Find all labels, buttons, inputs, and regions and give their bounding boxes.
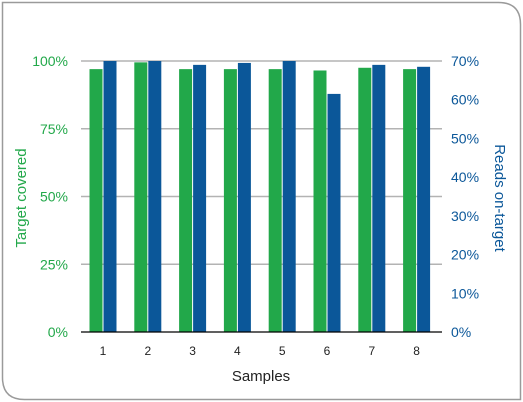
- x-tick-label: 4: [234, 344, 241, 358]
- bar-target-covered-8: [403, 69, 417, 332]
- x-tick-label: 8: [413, 344, 420, 358]
- bar-target-covered-2: [134, 62, 148, 332]
- x-tick-label: 1: [100, 344, 107, 358]
- bar-reads-on-target-8: [417, 66, 431, 333]
- bar-target-covered-1: [89, 69, 103, 332]
- bar-reads-on-target-5: [282, 61, 296, 332]
- bar-reads-on-target-7: [372, 64, 386, 332]
- x-tick-label: 5: [279, 344, 286, 358]
- y-right-tick-label: 20%: [451, 247, 479, 263]
- bar-reads-on-target-6: [327, 93, 341, 333]
- y-right-tick-label: 10%: [451, 285, 479, 301]
- y-left-tick-labels: 0% 25% 50% 75% 100%: [32, 53, 68, 340]
- x-tick-label: 7: [368, 344, 375, 358]
- bar-target-covered-3: [179, 69, 193, 332]
- y-right-tick-labels: 0% 10% 20% 30% 40% 50% 60% 70%: [451, 53, 479, 340]
- y-left-tick-label: 100%: [32, 53, 68, 69]
- bar-target-covered-6: [313, 70, 327, 333]
- y-left-tick-label: 0%: [48, 324, 68, 340]
- x-tick-label: 3: [189, 344, 196, 358]
- y-right-tick-label: 40%: [451, 169, 479, 185]
- bar-target-covered-7: [358, 67, 372, 333]
- bar-reads-on-target-1: [103, 61, 117, 332]
- y-right-tick-label: 70%: [451, 53, 479, 69]
- y-left-tick-label: 25%: [40, 256, 68, 272]
- bar-reads-on-target-4: [237, 62, 251, 332]
- y-right-tick-label: 30%: [451, 208, 479, 224]
- bar-target-covered-4: [223, 69, 237, 332]
- y-left-tick-label: 50%: [40, 189, 68, 205]
- y-right-axis-title: Reads on-target: [491, 144, 508, 252]
- x-tick-labels: 1 2 3 4 5 6 7 8: [100, 344, 421, 358]
- y-right-tick-label: 50%: [451, 130, 479, 146]
- x-tick-label: 2: [144, 344, 151, 358]
- bar-reads-on-target-2: [148, 61, 162, 332]
- bar-reads-on-target-3: [193, 64, 207, 332]
- bars: [89, 61, 431, 333]
- bar-target-covered-5: [268, 69, 282, 332]
- x-tick-label: 6: [324, 344, 331, 358]
- x-axis-title: Samples: [232, 368, 290, 385]
- y-right-tick-label: 60%: [451, 92, 479, 108]
- y-left-tick-label: 75%: [40, 121, 68, 137]
- y-right-tick-label: 0%: [451, 324, 471, 340]
- y-left-axis-title: Target covered: [13, 148, 30, 247]
